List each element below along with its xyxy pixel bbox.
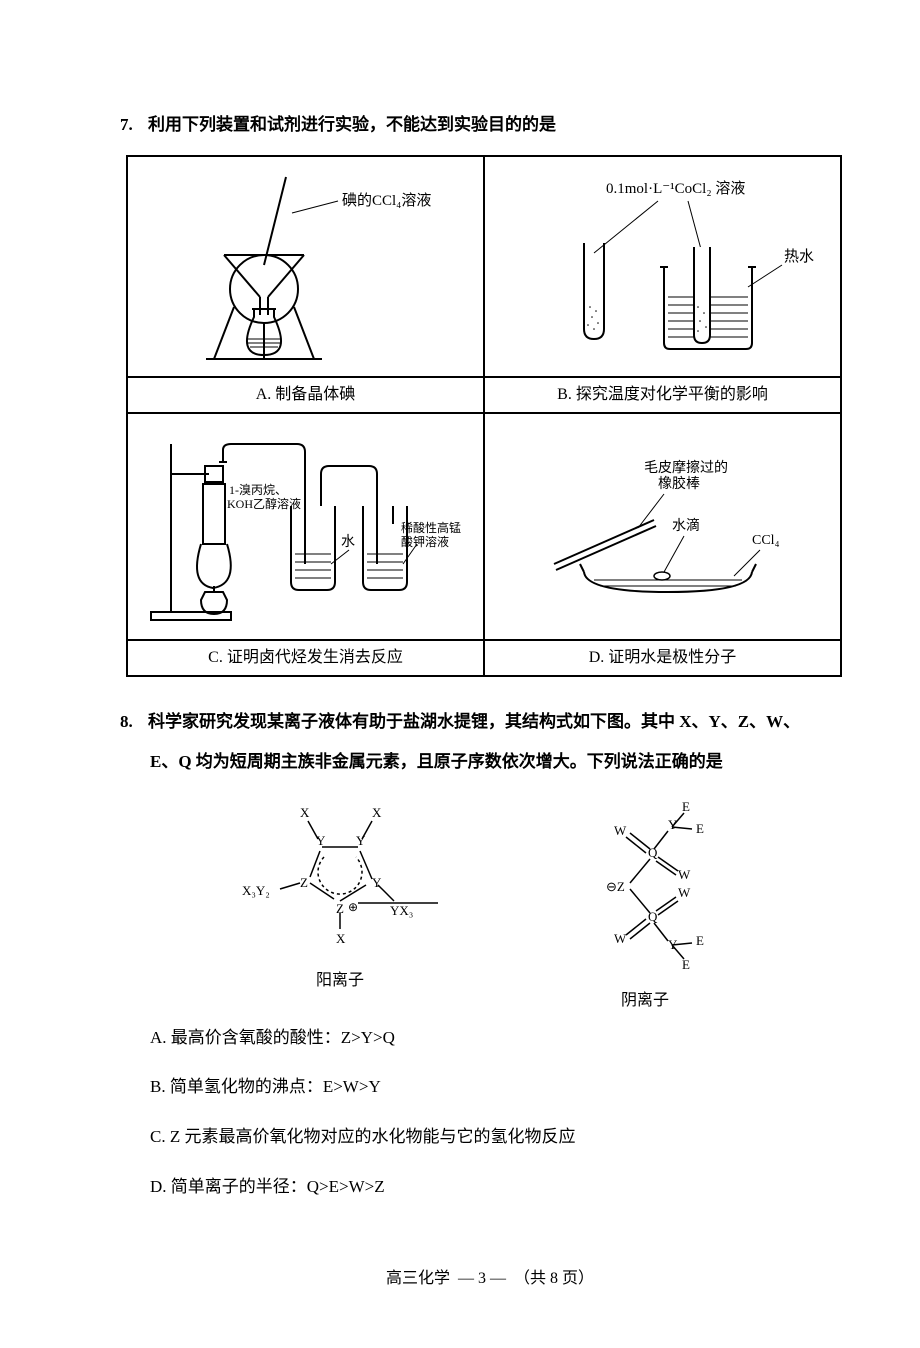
svg-text:Y: Y (668, 937, 678, 952)
q7-b-label-cocl2: 0.1mol·L⁻¹CoCl₂ 溶液 (606, 180, 745, 197)
q7-number: 7. (120, 110, 148, 141)
footer-page-current: 3 (478, 1270, 486, 1287)
page-footer: 高三化学 — 3 — （共 8 页） (120, 1264, 860, 1288)
svg-text:W: W (678, 867, 691, 882)
q8-cation-svg: Y Y Y Z Z ⊕ X X YX₃ X X₃Y₂ (240, 793, 440, 953)
q7-c-label-water: 水 (341, 534, 355, 550)
q7-stem: 7.利用下列装置和试剂进行实验，不能达到实验目的的是 (120, 110, 860, 141)
q7-d-label-drop: 水滴 (672, 517, 700, 534)
q8-option-b: B. 简单氢化物的沸点：E>W>Y (150, 1069, 860, 1105)
q7-b-label-hotwater: 热水 (784, 248, 814, 265)
q7-stem-text: 利用下列装置和试剂进行实验，不能达到实验目的的是 (148, 115, 556, 134)
svg-text:Z: Z (300, 875, 308, 890)
q8-stem-line1: 科学家研究发现某离子液体有助于盐湖水提锂，其结构式如下图。其中 X、Y、Z、W、 (148, 712, 800, 731)
q8-options: A. 最高价含氧酸的酸性：Z>Y>Q B. 简单氢化物的沸点：E>W>Y C. … (120, 1020, 860, 1205)
svg-text:W: W (614, 823, 627, 838)
svg-text:W: W (678, 885, 691, 900)
q7-cell-b-diagram: 0.1mol·L⁻¹CoCl₂ 溶液 (484, 156, 841, 377)
q8-cation-label: 阳离子 (240, 966, 440, 990)
svg-text:E: E (696, 821, 704, 836)
q8-structure-diagrams: Y Y Y Z Z ⊕ X X YX₃ X X₃Y₂ (120, 793, 860, 1010)
q8-option-d: D. 简单离子的半径：Q>E>W>Z (150, 1169, 860, 1205)
svg-text:⊕: ⊕ (348, 900, 358, 914)
svg-text:E: E (682, 957, 690, 972)
q8-stem-line2-wrap: E、Q 均为短周期主族非金属元素，且原子序数依次增大。下列说法正确的是 (120, 745, 860, 779)
q7-caption-a: A. 制备晶体碘 (127, 377, 484, 413)
footer-subject: 高三化学 (386, 1270, 450, 1287)
svg-text:E: E (682, 799, 690, 814)
q7-c-label-flask1: 1-溴丙烷、 (229, 483, 287, 497)
svg-text:Q: Q (648, 845, 658, 860)
q7-cell-a-diagram: 碘的CCl₄溶液 (127, 156, 484, 377)
svg-text:X: X (300, 805, 310, 820)
q8-cation-col: Y Y Y Z Z ⊕ X X YX₃ X X₃Y₂ (240, 793, 440, 1010)
svg-text:E: E (696, 933, 704, 948)
footer-suffix2: 页） (562, 1270, 594, 1287)
q7-c-label-flask2: KOH乙醇溶液 (227, 496, 301, 511)
q8-anion-svg: ⊖Z Q W W Y E E Q W W Y E E (550, 793, 740, 973)
svg-text:W: W (614, 931, 627, 946)
q7-cell-c-diagram: 1-溴丙烷、 KOH乙醇溶液 (127, 413, 484, 640)
q7-cell-d-diagram: 毛皮摩擦过的 橡胶棒 (484, 413, 841, 640)
footer-page-total: 8 (550, 1270, 558, 1287)
q8-stem-line2: E、Q 均为短周期主族非金属元素，且原子序数依次增大。下列说法正确的是 (150, 752, 723, 771)
exam-page: 7.利用下列装置和试剂进行实验，不能达到实验目的的是 (0, 0, 920, 1348)
svg-text:X: X (336, 931, 346, 946)
svg-text:Q: Q (648, 909, 658, 924)
q7-caption-d: D. 证明水是极性分子 (484, 640, 841, 676)
q7-caption-b: B. 探究温度对化学平衡的影响 (484, 377, 841, 413)
svg-text:X: X (372, 805, 382, 820)
q7-c-label-kmno4-2: 酸钾溶液 (401, 534, 449, 549)
q8-anion-label: 阴离子 (550, 986, 740, 1010)
q8-option-c: C. Z 元素最高价氧化物对应的水化物能与它的氢化物反应 (150, 1119, 860, 1155)
footer-dash1: — (458, 1270, 474, 1287)
q7-d-label-rod2: 橡胶棒 (658, 475, 700, 492)
q7-d-label-rod1: 毛皮摩擦过的 (644, 459, 728, 476)
q8-anion-col: ⊖Z Q W W Y E E Q W W Y E E 阴离子 (550, 793, 740, 1010)
q8-number: 8. (120, 705, 148, 739)
footer-suffix1: （共 (514, 1270, 546, 1287)
q7-apparatus-table: 碘的CCl₄溶液 0.1mol·L⁻¹CoCl₂ 溶液 (126, 155, 842, 677)
q7-a-label: 碘的CCl₄溶液 (342, 192, 431, 209)
q8-stem: 8.科学家研究发现某离子液体有助于盐湖水提锂，其结构式如下图。其中 X、Y、Z、… (120, 705, 860, 739)
q7-caption-c: C. 证明卤代烃发生消去反应 (127, 640, 484, 676)
svg-text:Y: Y (668, 817, 678, 832)
q7-c-label-kmno4-1: 稀酸性高锰 (401, 520, 461, 535)
svg-text:X₃Y₂: X₃Y₂ (242, 883, 270, 898)
q7-d-label-ccl4: CCl₄ (752, 533, 780, 548)
q8-option-a: A. 最高价含氧酸的酸性：Z>Y>Q (150, 1020, 860, 1056)
svg-text:YX₃: YX₃ (390, 903, 413, 918)
footer-dash2: — (490, 1270, 506, 1287)
svg-text:⊖Z: ⊖Z (606, 879, 625, 894)
svg-text:Y: Y (316, 833, 326, 848)
